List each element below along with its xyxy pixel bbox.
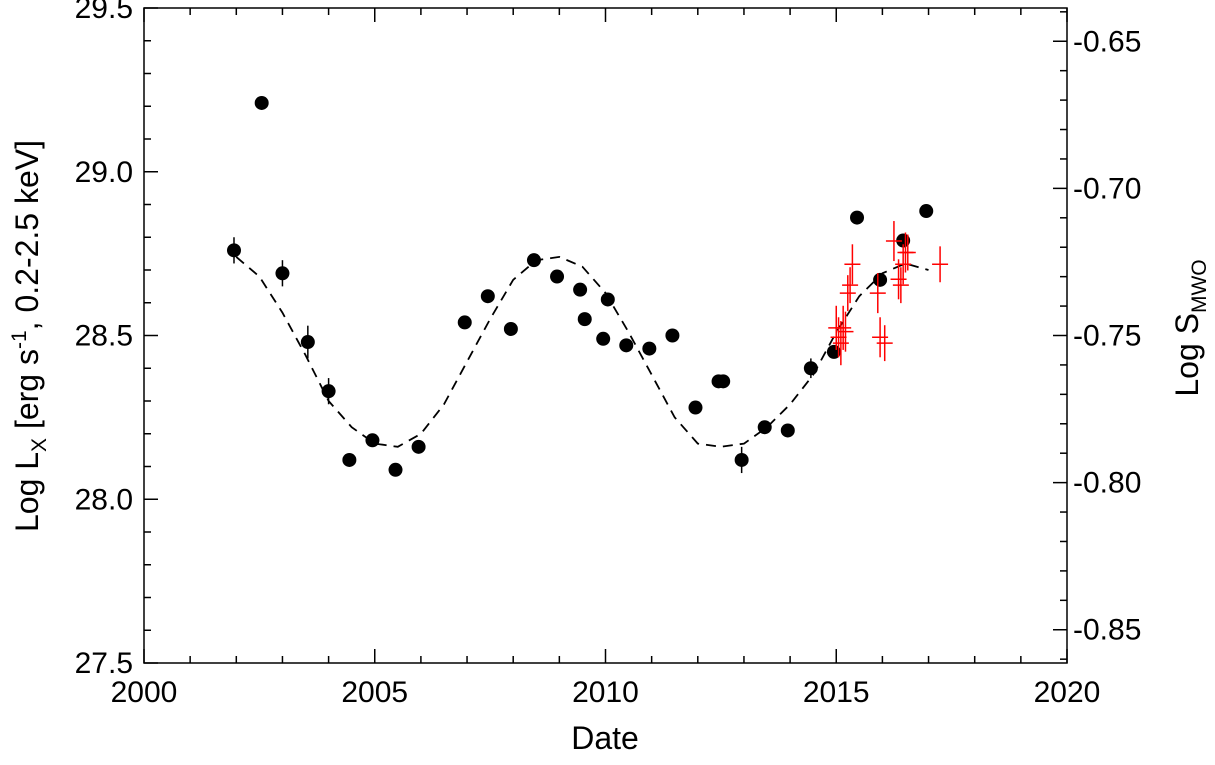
x-tick-label: 2010	[572, 676, 639, 709]
y-axis-label-main: Log L	[9, 452, 45, 532]
data-point	[480, 289, 495, 304]
x-tick-label: 2015	[803, 676, 870, 709]
data-point	[596, 331, 611, 346]
y2-axis-label: Log SMWO	[1169, 259, 1211, 396]
data-point	[300, 335, 315, 350]
y-tick-label: 27.5	[75, 647, 133, 680]
y-tick-label: 28.5	[75, 320, 133, 353]
points-layer	[226, 95, 934, 477]
data-point	[550, 269, 565, 284]
data-point	[254, 95, 269, 110]
data-point	[457, 315, 472, 330]
x-axis-label: Date	[571, 720, 639, 756]
data-point	[919, 204, 934, 219]
x-tick-label: 2020	[1034, 676, 1101, 709]
y2-axis-label-sub: MWO	[1188, 259, 1211, 313]
data-point	[321, 384, 336, 399]
data-point	[600, 292, 615, 307]
y-axis-label-rest2: , 0.2-2.5 keV]	[9, 140, 45, 330]
y-axis-label: Log LX [erg s-1, 0.2-2.5 keV]	[8, 140, 51, 532]
data-point	[734, 452, 749, 467]
data-point	[780, 423, 795, 438]
data-point	[388, 462, 403, 477]
y2-tick-label: -0.65	[1073, 25, 1141, 58]
data-point	[757, 420, 772, 435]
y-tick-label: 29.0	[75, 156, 133, 189]
y2-tick-label: -0.85	[1073, 614, 1141, 647]
y2-tick-label: -0.70	[1073, 172, 1141, 205]
y2-tick-label: -0.80	[1073, 467, 1141, 500]
data-point	[503, 321, 518, 336]
data-point	[716, 374, 731, 389]
y-tick-label: 29.5	[75, 0, 133, 25]
x-tick-label: 2000	[111, 676, 178, 709]
tick-labels: 2000 2005 2010 2015 2020 27.5 28.0 28.5 29.0 29.5…	[75, 0, 1142, 709]
data-point	[803, 361, 818, 376]
data-point	[275, 266, 290, 281]
y-axis-label-sub: X	[28, 438, 51, 452]
data-point	[665, 328, 680, 343]
y-axis-label-sup: -1	[8, 330, 31, 349]
data-point	[573, 282, 588, 297]
data-point	[226, 243, 241, 258]
y-tick-label: 28.0	[75, 483, 133, 516]
x-tick-label: 2005	[341, 676, 408, 709]
data-point	[850, 210, 865, 225]
data-point	[826, 344, 841, 359]
y2-tick-label: -0.75	[1073, 320, 1141, 353]
y-axis-label-rest1: [erg s	[9, 349, 45, 438]
data-point	[365, 433, 380, 448]
data-point	[342, 452, 357, 467]
data-point	[688, 400, 703, 415]
data-point	[619, 338, 634, 353]
data-point	[642, 341, 657, 356]
crosses-layer	[828, 221, 949, 366]
data-point	[526, 253, 541, 268]
data-point	[896, 233, 911, 248]
data-point	[411, 439, 426, 454]
data-point	[873, 272, 888, 287]
ticks	[143, 7, 1068, 664]
data-point	[577, 312, 592, 327]
y2-axis-label-main: Log S	[1169, 313, 1205, 397]
